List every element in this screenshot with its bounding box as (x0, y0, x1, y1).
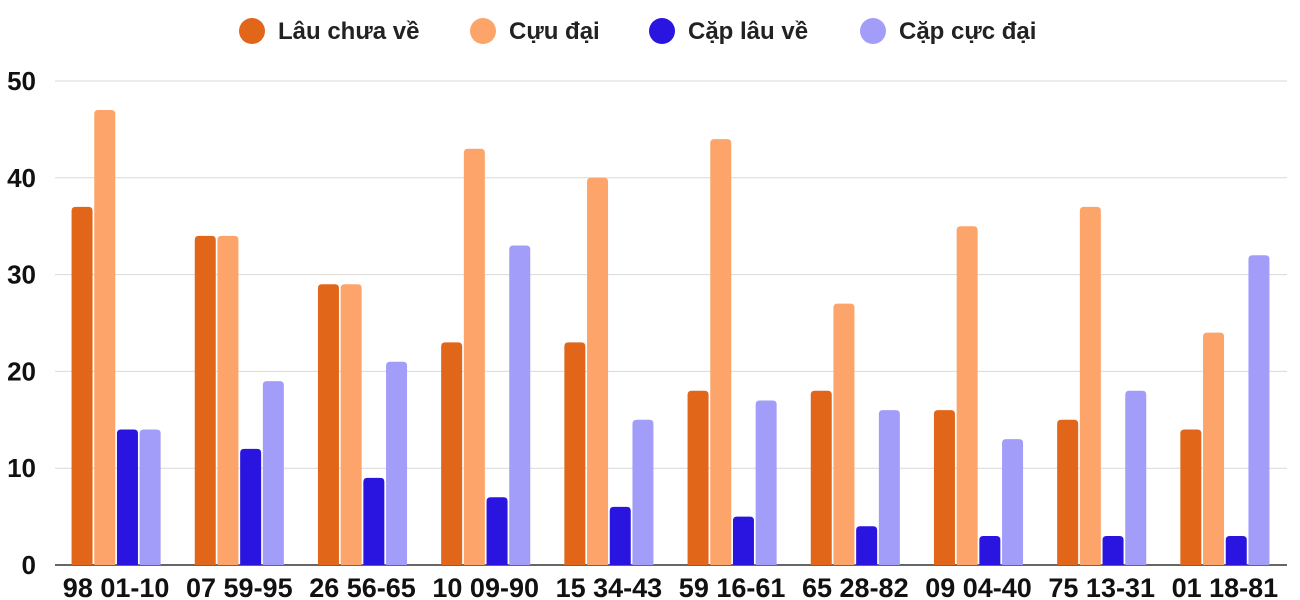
bars (71, 110, 1270, 566)
bar[interactable] (317, 284, 339, 565)
bar[interactable] (687, 390, 709, 565)
bar[interactable] (732, 516, 754, 565)
legend-label: Cựu đại (509, 18, 600, 45)
x-tick-label: 15 34-43 (556, 573, 663, 600)
bar[interactable] (1057, 419, 1079, 565)
bar[interactable] (609, 506, 631, 565)
legend-item[interactable]: Lâu chưa về (239, 18, 419, 45)
bar[interactable] (1102, 535, 1124, 565)
bar[interactable] (1180, 429, 1202, 565)
legend-item[interactable]: Cặp cực đại (860, 18, 1036, 45)
x-tick-label: 59 16-61 (679, 573, 786, 600)
bar-group (441, 148, 531, 565)
bar[interactable] (194, 235, 216, 565)
bar[interactable] (933, 410, 955, 565)
bar[interactable] (363, 477, 385, 565)
x-tick-label: 10 09-90 (432, 573, 539, 600)
bar[interactable] (217, 235, 239, 565)
bar[interactable] (878, 410, 900, 565)
y-tick-label: 20 (7, 356, 36, 386)
bar[interactable] (632, 419, 654, 565)
bar[interactable] (509, 245, 531, 565)
bar[interactable] (856, 526, 878, 565)
bar[interactable] (1203, 332, 1225, 565)
legend-item[interactable]: Cặp lâu về (649, 18, 808, 45)
bar[interactable] (833, 303, 855, 565)
bar[interactable] (441, 342, 463, 565)
legend-swatch (239, 18, 265, 44)
y-tick-label: 40 (7, 163, 36, 193)
x-tick-label: 65 28-82 (802, 573, 909, 600)
grid (55, 80, 1287, 469)
bar[interactable] (71, 206, 93, 565)
legend: Lâu chưa về Cựu đại Cặp lâu về Cặp cực đại (239, 18, 1036, 45)
y-tick-label: 10 (7, 453, 36, 483)
bar[interactable] (386, 361, 408, 565)
bar[interactable] (956, 226, 978, 565)
legend-swatch (470, 18, 496, 44)
legend-label: Cặp cực đại (899, 18, 1036, 45)
bar-group (810, 303, 900, 565)
bar[interactable] (979, 535, 1001, 565)
legend-swatch (649, 18, 675, 44)
bar[interactable] (1225, 535, 1247, 565)
bar[interactable] (94, 110, 116, 565)
bar[interactable] (486, 497, 508, 565)
legend-label: Cặp lâu về (688, 18, 808, 45)
bar[interactable] (564, 342, 586, 565)
bar-group (687, 139, 777, 565)
bar[interactable] (240, 448, 262, 565)
legend-label: Lâu chưa về (278, 18, 419, 45)
bar[interactable] (340, 284, 362, 565)
y-tick-label: 50 (7, 66, 36, 96)
bar[interactable] (755, 400, 777, 565)
bar[interactable] (710, 139, 732, 565)
bar[interactable] (262, 381, 284, 565)
bar[interactable] (463, 148, 485, 565)
y-tick-label: 0 (22, 550, 36, 580)
bar-group (1057, 206, 1147, 565)
bar[interactable] (1079, 206, 1101, 565)
bar[interactable] (139, 429, 161, 565)
bar-group (933, 226, 1024, 565)
bar[interactable] (1125, 390, 1147, 565)
bar-group (1180, 255, 1270, 566)
bar-group (317, 284, 408, 565)
bar-group (564, 177, 654, 566)
x-tick-label: 75 13-31 (1048, 573, 1155, 600)
bar[interactable] (1002, 439, 1024, 565)
bar[interactable] (810, 390, 832, 565)
x-tick-label: 07 59-95 (186, 573, 293, 600)
legend-item[interactable]: Cựu đại (470, 18, 600, 45)
x-tick-label: 98 01-10 (63, 573, 170, 600)
bar[interactable] (1248, 255, 1270, 566)
y-tick-label: 30 (7, 260, 36, 290)
x-tick-label: 01 18-81 (1172, 573, 1279, 600)
bar[interactable] (587, 177, 609, 566)
x-tick-label: 26 56-65 (309, 573, 416, 600)
bar[interactable] (116, 429, 138, 565)
bar-group (71, 110, 161, 565)
x-axis: 98 01-10 07 59-95 26 56-65 10 09-90 15 34-43… (63, 573, 1278, 600)
x-tick-label: 09 04-40 (925, 573, 1032, 600)
bar-group (194, 235, 284, 565)
legend-swatch (860, 18, 886, 44)
